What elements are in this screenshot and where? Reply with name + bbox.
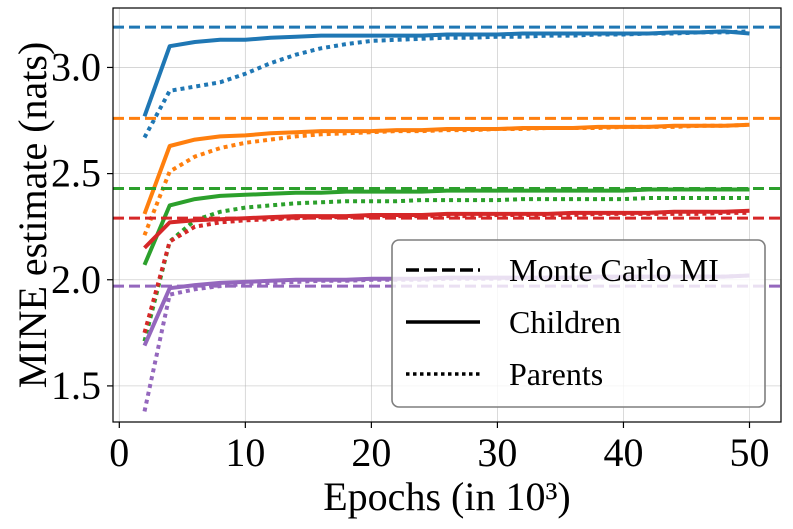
y-tick-label: 2.0 <box>51 257 101 302</box>
legend-box <box>391 239 766 408</box>
x-tick-label: 40 <box>603 430 643 475</box>
series-blue <box>113 25 781 139</box>
y-tick-label: 3.0 <box>51 44 101 89</box>
y-axis-label: MINE estimate (nats) <box>10 42 55 389</box>
children-line-red <box>143 208 750 250</box>
parents-line-purple <box>142 273 750 412</box>
children-line-green <box>142 187 750 266</box>
y-tick-label: 1.5 <box>51 363 101 408</box>
legend: Monte Carlo MI Children Parents <box>391 239 766 408</box>
legend-label-parents: Parents <box>509 356 603 392</box>
x-tick-label: 10 <box>225 430 265 475</box>
children-line-orange <box>142 122 750 215</box>
x-tick-label: 20 <box>351 430 391 475</box>
x-tick-label: 50 <box>729 430 769 475</box>
legend-label-children: Children <box>509 304 621 340</box>
axis-ticks: 0 10 20 30 40 50 1.5 2.0 2.5 3.0 <box>51 44 769 475</box>
series-green <box>113 186 781 342</box>
series-orange <box>113 116 781 236</box>
y-tick-label: 2.5 <box>51 151 101 196</box>
legend-label-monte-carlo: Monte Carlo MI <box>509 252 719 288</box>
series-red <box>113 208 781 334</box>
children-line-blue <box>142 29 750 117</box>
x-tick-label: 0 <box>109 430 129 475</box>
x-axis-label: Epochs (in 10³) <box>323 474 571 519</box>
plot-frame <box>112 7 782 423</box>
x-tick-label: 30 <box>477 430 517 475</box>
